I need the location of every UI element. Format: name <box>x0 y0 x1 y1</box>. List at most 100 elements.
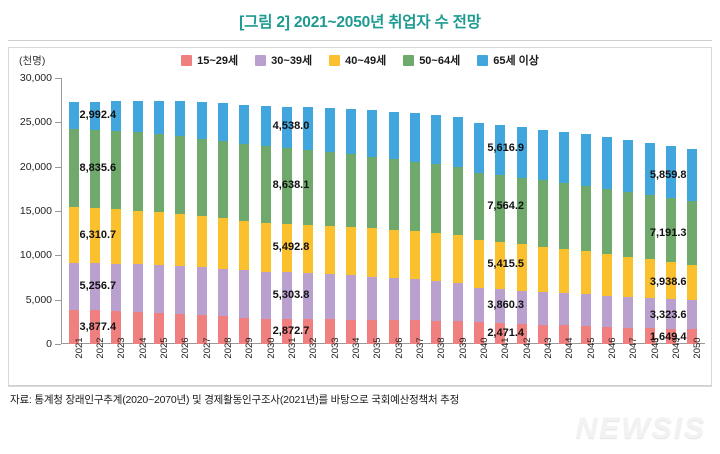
stacked-bar[interactable] <box>324 108 335 344</box>
bar-segment[interactable] <box>281 318 292 344</box>
stacked-bar[interactable] <box>516 127 527 344</box>
bar-segment[interactable] <box>623 140 634 192</box>
bar-segment[interactable] <box>196 216 207 268</box>
bar-segment[interactable] <box>260 146 271 223</box>
bar-segment[interactable] <box>345 275 356 320</box>
stacked-bar[interactable] <box>644 142 655 344</box>
bar-segment[interactable] <box>175 313 186 344</box>
bar-column[interactable]: 2038 <box>426 78 447 359</box>
bar-segment[interactable] <box>516 323 527 344</box>
legend-item-2[interactable]: 30~39세 <box>255 52 312 68</box>
bar-segment[interactable] <box>409 279 420 321</box>
stacked-bar[interactable] <box>452 117 463 344</box>
bar-segment[interactable] <box>580 326 591 344</box>
bar-column[interactable]: 2027 <box>191 78 213 359</box>
bar-segment[interactable] <box>132 132 143 211</box>
bar-segment[interactable] <box>644 194 655 260</box>
bar-segment[interactable] <box>388 111 399 160</box>
bar-segment[interactable] <box>623 327 634 344</box>
bar-segment[interactable] <box>303 150 314 225</box>
bar-segment[interactable] <box>580 134 591 186</box>
bar-segment[interactable] <box>89 101 100 130</box>
bar-segment[interactable] <box>537 180 548 247</box>
stacked-bar[interactable] <box>537 129 548 344</box>
stacked-bar[interactable] <box>196 101 207 344</box>
bar-segment[interactable] <box>239 220 250 271</box>
bar-segment[interactable] <box>473 123 484 173</box>
bar-segment[interactable] <box>452 166 463 235</box>
bar-segment[interactable] <box>239 317 250 344</box>
bar-segment[interactable] <box>217 268 228 317</box>
bar-segment[interactable] <box>111 263 122 311</box>
bar-segment[interactable] <box>89 208 100 264</box>
bar-segment[interactable] <box>452 234 463 283</box>
legend-item-1[interactable]: 15~29세 <box>181 52 238 68</box>
bar-segment[interactable] <box>367 228 378 277</box>
bar-segment[interactable] <box>260 106 271 147</box>
bar-segment[interactable] <box>68 309 79 344</box>
bar-segment[interactable] <box>409 320 420 344</box>
bar-segment[interactable] <box>665 328 676 344</box>
bar-column[interactable]: 2041 <box>490 78 511 359</box>
bar-segment[interactable] <box>196 101 207 139</box>
bar-segment[interactable] <box>345 109 356 155</box>
bar-segment[interactable] <box>495 322 506 344</box>
bar-column[interactable]: 2034 <box>340 78 362 359</box>
bar-segment[interactable] <box>196 267 207 315</box>
bar-segment[interactable] <box>601 188 612 254</box>
bar-segment[interactable] <box>537 324 548 344</box>
bar-segment[interactable] <box>132 100 143 133</box>
bar-column[interactable]: 2043 <box>532 78 554 359</box>
bar-segment[interactable] <box>132 311 143 344</box>
bar-column[interactable]: 2048 <box>639 78 661 359</box>
bar-segment[interactable] <box>68 128 79 208</box>
bar-segment[interactable] <box>153 265 164 313</box>
bar-segment[interactable] <box>367 319 378 344</box>
bar-segment[interactable] <box>260 222 271 272</box>
bar-segment[interactable] <box>452 117 463 167</box>
bar-segment[interactable] <box>153 312 164 344</box>
bar-segment[interactable] <box>516 127 527 178</box>
bar-segment[interactable] <box>324 319 335 344</box>
bar-segment[interactable] <box>537 292 548 325</box>
bar-segment[interactable] <box>644 328 655 344</box>
bar-column[interactable]: 2022 <box>84 78 106 359</box>
stacked-bar[interactable] <box>580 134 591 344</box>
bar-segment[interactable] <box>89 263 100 311</box>
bar-segment[interactable] <box>431 115 442 165</box>
bar-column[interactable]: 2035 <box>362 78 383 359</box>
bar-segment[interactable] <box>537 129 548 181</box>
bar-segment[interactable] <box>452 321 463 344</box>
bar-segment[interactable] <box>601 295 612 327</box>
stacked-bar[interactable] <box>473 123 484 344</box>
bar-segment[interactable] <box>559 293 570 326</box>
bar-column[interactable]: 2026 <box>170 78 191 359</box>
bar-segment[interactable] <box>239 270 250 318</box>
stacked-bar[interactable] <box>367 110 378 344</box>
bar-segment[interactable] <box>409 231 420 280</box>
stacked-bar[interactable] <box>687 149 698 344</box>
bar-segment[interactable] <box>153 100 164 135</box>
bar-segment[interactable] <box>367 276 378 320</box>
bar-segment[interactable] <box>580 294 591 327</box>
bar-column[interactable]: 2029 <box>234 78 255 359</box>
bar-column[interactable]: 2023 <box>106 78 127 359</box>
stacked-bar[interactable] <box>175 101 186 344</box>
bar-segment[interactable] <box>132 210 143 265</box>
bar-segment[interactable] <box>644 297 655 329</box>
bar-segment[interactable] <box>452 282 463 322</box>
stacked-bar[interactable] <box>239 104 250 344</box>
bar-segment[interactable] <box>324 152 335 226</box>
bar-segment[interactable] <box>89 310 100 344</box>
bar-segment[interactable] <box>367 110 378 157</box>
bar-segment[interactable] <box>431 280 442 321</box>
bar-segment[interactable] <box>324 108 335 153</box>
stacked-bar[interactable] <box>431 115 442 344</box>
bar-segment[interactable] <box>687 299 698 330</box>
bar-segment[interactable] <box>559 248 570 294</box>
bar-segment[interactable] <box>580 251 591 295</box>
stacked-bar[interactable] <box>345 109 356 344</box>
bar-segment[interactable] <box>111 131 122 210</box>
bar-segment[interactable] <box>687 149 698 202</box>
legend-item-4[interactable]: 50~64세 <box>403 52 460 68</box>
